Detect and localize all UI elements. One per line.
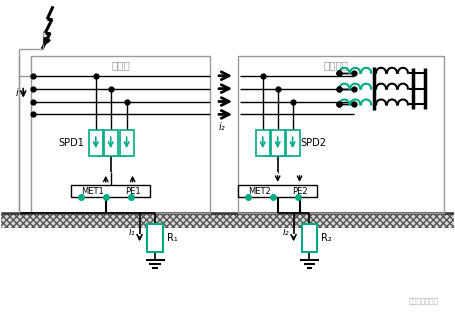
Text: R₂: R₂ — [321, 233, 332, 243]
Bar — [147, 224, 163, 252]
Text: PE2: PE2 — [292, 187, 308, 196]
Text: 老王和你聊电气: 老王和你聊电气 — [409, 297, 439, 304]
Text: i₂: i₂ — [283, 227, 289, 237]
Text: SPD2: SPD2 — [301, 138, 327, 148]
Text: i: i — [16, 87, 19, 98]
Text: R₁: R₁ — [167, 233, 178, 243]
Text: SPD1: SPD1 — [58, 138, 84, 148]
Bar — [302, 224, 318, 252]
Bar — [89, 130, 103, 156]
Text: MET2: MET2 — [248, 187, 271, 196]
Text: 建筑物: 建筑物 — [111, 60, 130, 70]
Bar — [238, 56, 444, 212]
Bar — [104, 130, 118, 156]
Bar — [286, 130, 299, 156]
Bar — [256, 130, 270, 156]
Bar — [71, 185, 151, 197]
Bar — [1, 212, 454, 228]
Bar — [238, 185, 318, 197]
Text: i₁: i₁ — [128, 227, 135, 237]
Bar — [31, 56, 210, 212]
Bar — [271, 130, 285, 156]
Bar — [120, 130, 134, 156]
Text: MET1: MET1 — [81, 187, 104, 196]
Text: 室外箱变: 室外箱变 — [324, 60, 349, 70]
Text: i₂: i₂ — [219, 122, 225, 132]
Text: PE1: PE1 — [125, 187, 141, 196]
